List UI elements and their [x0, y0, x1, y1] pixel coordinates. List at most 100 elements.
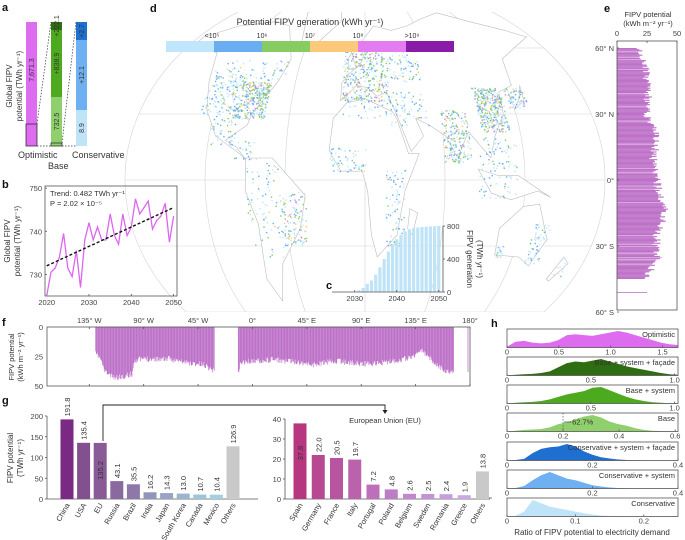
profile-bar	[346, 327, 348, 364]
generation-dot	[495, 119, 497, 121]
profile-bar	[617, 247, 660, 249]
generation-dot	[266, 86, 269, 89]
generation-dot	[412, 65, 414, 67]
latitude-label: 30° N	[595, 110, 614, 119]
profile-bar	[263, 327, 265, 362]
data-point	[84, 239, 86, 241]
generation-dot	[383, 58, 385, 60]
generation-dot	[502, 131, 504, 133]
profile-bar	[617, 163, 657, 165]
profile-bar	[617, 174, 658, 176]
profile-bar	[617, 166, 656, 168]
profile-bar	[429, 327, 431, 361]
profile-bar	[185, 327, 187, 362]
generation-dot	[507, 126, 509, 128]
panel-label-g: g	[2, 395, 9, 407]
generation-dot	[390, 235, 392, 238]
generation-dot	[375, 52, 377, 54]
generation-dot	[497, 109, 500, 111]
generation-dot	[479, 106, 481, 108]
bar-optimistic	[26, 22, 37, 146]
bar-value-label: 2.6	[406, 480, 415, 490]
generation-dot	[234, 157, 236, 160]
generation-dot	[504, 139, 507, 141]
profile-bar	[617, 131, 654, 133]
generation-dot	[262, 85, 264, 87]
generation-dot	[278, 232, 280, 234]
profile-bar	[337, 327, 338, 359]
profile-bar	[306, 327, 308, 363]
generation-dot	[210, 128, 213, 130]
generation-dot	[544, 224, 547, 227]
generation-dot	[213, 85, 216, 87]
panel-title: (kWh m⁻² yr⁻¹)	[623, 19, 673, 28]
generation-dot	[260, 82, 262, 84]
generation-dot	[450, 139, 452, 141]
profile-bar	[617, 211, 662, 214]
generation-dot	[510, 96, 513, 99]
generation-dot	[284, 63, 286, 65]
profile-bar	[617, 98, 644, 100]
generation-dot	[387, 205, 389, 207]
x-tick-label: 0	[505, 517, 509, 526]
category-label: China	[54, 501, 72, 523]
generation-dot	[366, 117, 369, 119]
profile-bar	[202, 327, 204, 366]
profile-bar	[159, 327, 161, 361]
profile-bar	[247, 327, 249, 364]
profile-bar	[617, 59, 642, 61]
generation-dot	[445, 130, 447, 132]
generation-dot	[370, 97, 373, 99]
generation-dot	[262, 114, 265, 117]
profile-bar	[315, 327, 317, 365]
generation-dot	[368, 53, 371, 56]
bar-value-label: 43.1	[113, 464, 122, 479]
generation-dot	[417, 71, 420, 74]
generation-dot	[297, 212, 299, 214]
generation-dot	[344, 82, 346, 84]
profile-bar	[327, 327, 329, 362]
generation-dot	[511, 90, 513, 93]
profile-bar	[404, 327, 406, 357]
profile-bar	[617, 140, 659, 142]
profile-bar	[172, 327, 173, 361]
generation-dot	[360, 63, 362, 66]
generation-dot	[361, 66, 364, 69]
generation-dot	[452, 125, 454, 127]
generation-dot	[495, 98, 497, 100]
profile-bar	[117, 327, 118, 380]
profile-bar	[617, 81, 649, 83]
bar-value-label: 2.5	[424, 481, 433, 491]
generation-dot	[404, 108, 406, 110]
generation-dot	[493, 90, 495, 93]
generation-dot	[262, 117, 264, 119]
generation-dot	[488, 111, 490, 113]
data-point	[156, 220, 157, 221]
profile-bar	[194, 327, 196, 363]
profile-bar	[389, 327, 390, 363]
generation-dot	[514, 94, 517, 96]
generation-dot	[491, 175, 493, 177]
y-tick-label: 730	[29, 270, 42, 279]
generation-dot	[245, 74, 248, 76]
generation-dot	[344, 170, 346, 172]
profile-bar	[152, 327, 154, 358]
generation-dot	[463, 134, 465, 136]
generation-dot	[377, 106, 379, 108]
generation-dot	[249, 86, 251, 88]
generation-dot	[375, 61, 378, 63]
profile-bar	[414, 327, 416, 358]
generation-dot	[284, 214, 286, 216]
generation-dot	[227, 88, 230, 91]
generation-dot	[498, 246, 500, 248]
generation-dot	[305, 237, 308, 240]
plot-frame	[616, 40, 678, 311]
generation-dot	[247, 95, 249, 97]
generation-dot	[458, 155, 460, 158]
bar	[209, 494, 223, 499]
generation-dot	[394, 175, 396, 177]
generation-dot	[281, 230, 283, 233]
generation-dot	[233, 84, 235, 87]
generation-dot	[495, 254, 498, 256]
bar-value-label: 35.5	[129, 467, 138, 482]
